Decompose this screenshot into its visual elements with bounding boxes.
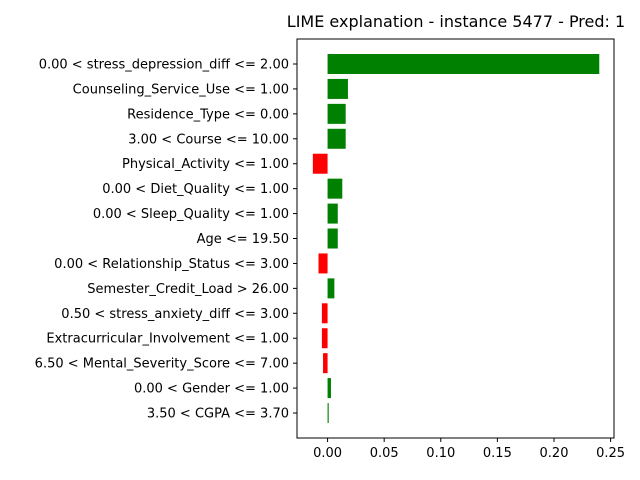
x-tick-label: 0.15 bbox=[483, 446, 512, 461]
y-tick-label: 0.00 < stress_depression_diff <= 2.00 bbox=[39, 58, 289, 73]
bar-8 bbox=[318, 253, 328, 274]
y-tick-labels: 0.00 < stress_depression_diff <= 2.00 Cou… bbox=[35, 58, 297, 422]
bar-12 bbox=[323, 353, 328, 374]
y-tick-label: 6.50 < Mental_Severity_Score <= 7.00 bbox=[35, 357, 289, 372]
x-tick-label: 0.20 bbox=[540, 446, 569, 461]
y-tick-label: 0.00 < Relationship_Status <= 3.00 bbox=[54, 257, 289, 272]
y-tick-label: 0.00 < Sleep_Quality <= 1.00 bbox=[93, 207, 289, 222]
x-tick-label: 0.10 bbox=[426, 446, 455, 461]
y-tick-label: Age <= 19.50 bbox=[197, 232, 289, 247]
x-tick-label: 0.25 bbox=[596, 446, 625, 461]
bar-3 bbox=[327, 128, 346, 149]
bar-10 bbox=[321, 303, 328, 324]
bar-4 bbox=[312, 153, 328, 174]
x-tick-labels: 0.00 0.05 0.10 0.15 0.20 0.25 bbox=[313, 438, 625, 461]
chart-title: LIME explanation - instance 5477 - Pred:… bbox=[287, 12, 625, 31]
bars-layer bbox=[312, 54, 600, 424]
y-tick-label: Extracurricular_Involvement <= 1.00 bbox=[46, 332, 289, 347]
bar-13 bbox=[327, 378, 331, 399]
bar-9 bbox=[327, 278, 335, 299]
y-tick-label: Residence_Type <= 0.00 bbox=[127, 107, 289, 122]
y-tick-label: Counseling_Service_Use <= 1.00 bbox=[73, 82, 289, 97]
bar-14 bbox=[327, 403, 329, 424]
y-tick-label: 0.00 < Gender <= 1.00 bbox=[134, 382, 289, 397]
x-tick-label: 0.05 bbox=[370, 446, 399, 461]
bar-0 bbox=[327, 54, 600, 74]
x-tick-label: 0.00 bbox=[313, 446, 342, 461]
y-tick-label: 0.00 < Diet_Quality <= 1.00 bbox=[102, 182, 289, 197]
bar-1 bbox=[327, 78, 348, 99]
y-tick-label: Semester_Credit_Load > 26.00 bbox=[87, 282, 289, 297]
y-tick-label: 3.50 < CGPA <= 3.70 bbox=[147, 407, 289, 422]
y-tick-label: Physical_Activity <= 1.00 bbox=[122, 157, 289, 172]
bar-5 bbox=[327, 178, 343, 199]
y-tick-label: 0.50 < stress_anxiety_diff <= 3.00 bbox=[61, 307, 289, 322]
bar-7 bbox=[327, 228, 338, 249]
bar-2 bbox=[327, 103, 346, 124]
y-tick-label: 3.00 < Course <= 10.00 bbox=[128, 132, 289, 147]
bar-11 bbox=[321, 328, 328, 349]
bar-6 bbox=[327, 203, 338, 224]
